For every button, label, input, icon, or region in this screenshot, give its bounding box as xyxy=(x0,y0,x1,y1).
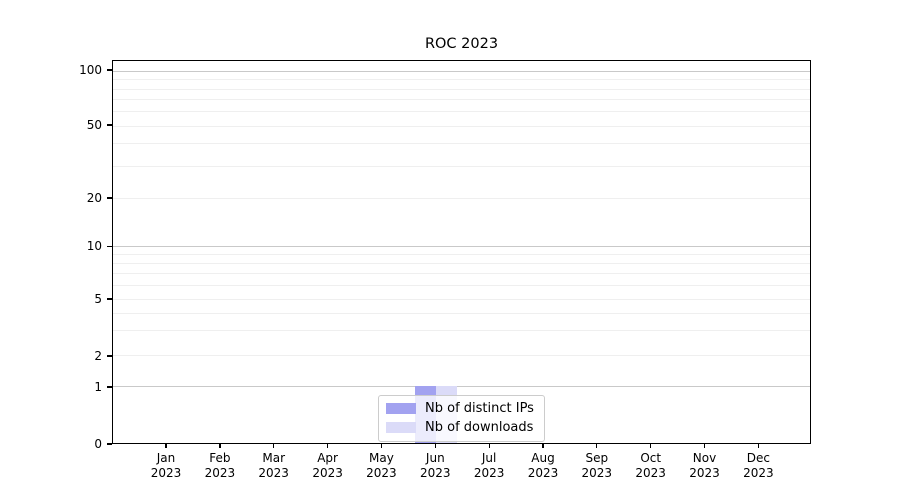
legend-entry-downloads: Nb of downloads xyxy=(386,420,536,435)
gridline xyxy=(113,70,810,72)
x-tick-label: Nov 2023 xyxy=(689,451,720,480)
x-tick-mark xyxy=(327,443,329,448)
y-tick-label: 1 xyxy=(94,380,102,394)
x-tick-label: Apr 2023 xyxy=(312,451,343,480)
y-tick-label: 5 xyxy=(94,292,102,306)
x-tick-mark xyxy=(273,443,275,448)
gridline xyxy=(113,312,810,314)
gridline xyxy=(113,143,810,145)
x-tick-mark xyxy=(757,443,760,448)
legend-label-distinct-ips: Nb of distinct IPs xyxy=(425,401,534,416)
plot-area: Nb of distinct IPs Nb of downloads xyxy=(112,60,811,444)
gridline xyxy=(113,254,810,256)
x-tick-mark xyxy=(596,443,598,448)
x-tick-mark xyxy=(165,443,167,448)
y-tick-mark xyxy=(107,355,112,357)
x-tick-mark xyxy=(650,443,652,448)
gridline xyxy=(113,166,810,168)
legend: Nb of distinct IPs Nb of downloads xyxy=(378,395,545,442)
legend-swatch-distinct-ips xyxy=(386,403,416,414)
x-tick-mark xyxy=(219,443,221,448)
x-tick-mark xyxy=(542,443,544,448)
x-tick-label: Sep 2023 xyxy=(581,451,613,480)
gridline xyxy=(113,79,810,81)
x-tick-label: Oct 2023 xyxy=(635,451,666,480)
gridline xyxy=(113,285,810,286)
x-tick-label: Dec 2023 xyxy=(743,451,774,480)
x-tick-label: Mar 2023 xyxy=(258,451,289,480)
gridline xyxy=(113,263,810,265)
x-tick-label: Feb 2023 xyxy=(204,451,236,480)
x-tick-mark xyxy=(380,443,383,448)
gridline xyxy=(113,330,810,332)
gridline xyxy=(113,273,810,275)
x-tick-label: Jul 2023 xyxy=(473,451,505,480)
chart-title: ROC 2023 xyxy=(424,36,499,52)
gridline xyxy=(113,198,810,200)
y-tick-mark xyxy=(107,124,112,126)
y-tick-mark xyxy=(107,245,112,247)
x-tick-label: Jan 2023 xyxy=(150,451,182,480)
gridline xyxy=(113,99,810,101)
y-tick-label: 2 xyxy=(94,349,102,363)
y-tick-label: 100 xyxy=(79,63,102,77)
y-tick-label: 0 xyxy=(94,437,102,451)
legend-swatch-downloads xyxy=(386,422,416,433)
y-tick-label: 50 xyxy=(86,118,102,132)
x-tick-mark xyxy=(488,443,490,448)
y-tick-label: 20 xyxy=(86,191,102,205)
legend-entry-distinct-ips: Nb of distinct IPs xyxy=(386,401,536,416)
gridline xyxy=(113,111,810,113)
y-tick-mark xyxy=(107,197,112,199)
x-tick-label: Jun 2023 xyxy=(420,451,451,480)
gridline xyxy=(113,88,810,90)
gridline xyxy=(113,386,810,388)
gridline xyxy=(113,246,810,248)
y-tick-mark xyxy=(107,298,112,300)
gridline xyxy=(113,355,810,357)
x-tick-mark xyxy=(703,443,706,448)
x-tick-mark xyxy=(434,443,436,448)
gridline xyxy=(113,298,810,300)
gridline xyxy=(113,125,810,127)
legend-label-downloads: Nb of downloads xyxy=(425,420,534,435)
y-tick-mark xyxy=(107,386,112,388)
y-tick-label: 10 xyxy=(86,239,102,254)
y-tick-mark xyxy=(107,443,112,445)
x-tick-label: Aug 2023 xyxy=(527,451,559,480)
x-tick-label: May 2023 xyxy=(366,451,397,480)
y-tick-mark xyxy=(107,69,112,71)
